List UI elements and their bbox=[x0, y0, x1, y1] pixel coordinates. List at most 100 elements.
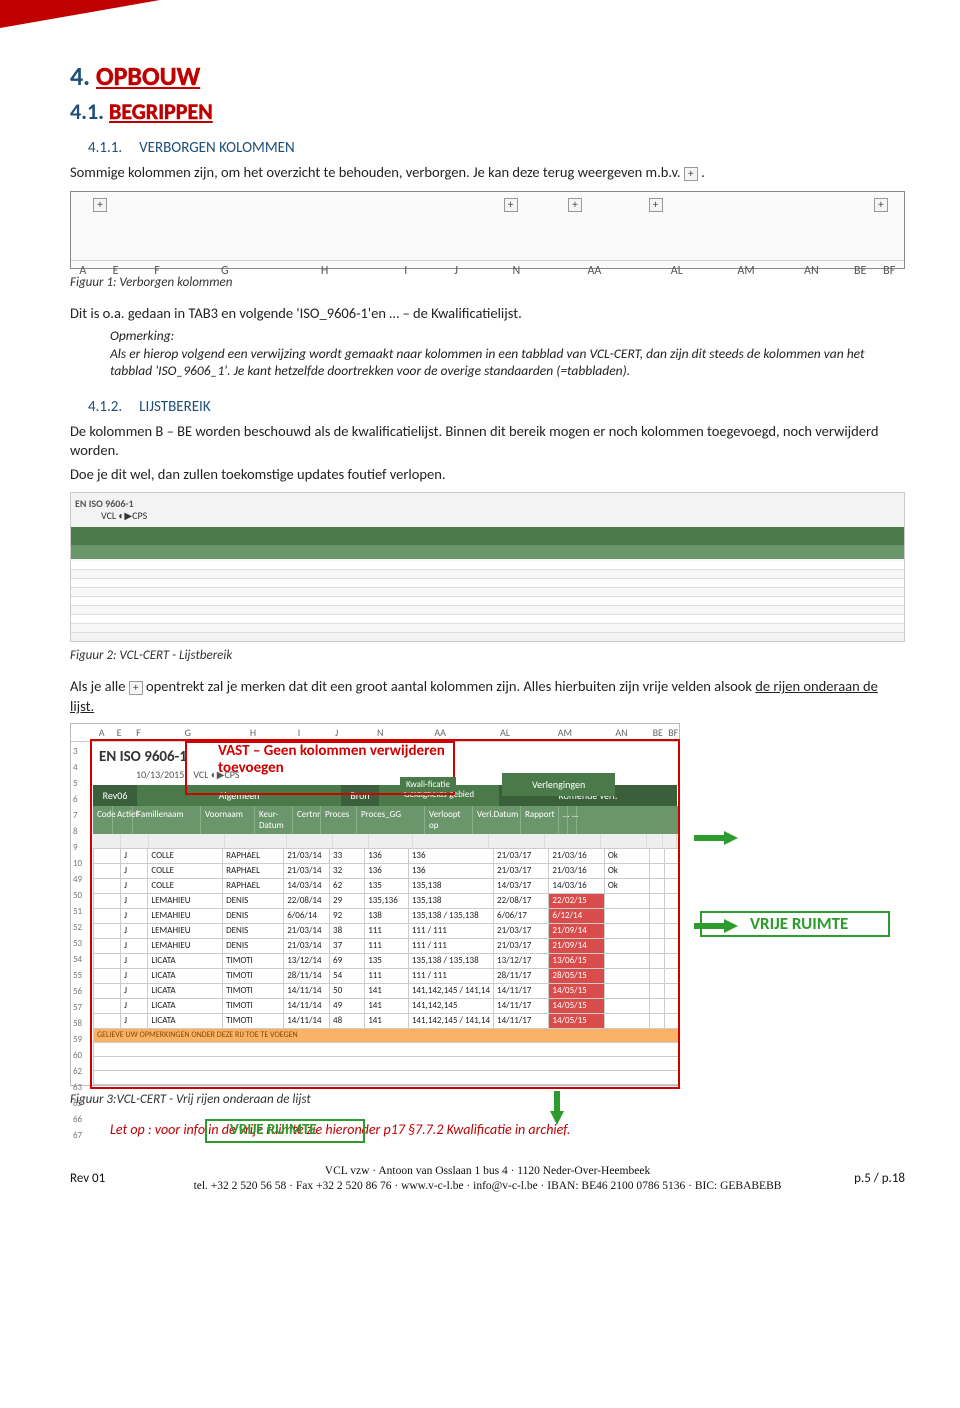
table-cell: J bbox=[121, 1013, 148, 1028]
table-cell: LICATA bbox=[148, 968, 223, 983]
page-content: 4. OPBOUW 4.1. BEGRIPPEN 4.1.1. VERBORGE… bbox=[0, 0, 960, 1215]
table-cell: DENIS bbox=[223, 908, 284, 923]
table-cell: 136 bbox=[408, 863, 493, 878]
overlay-vrije-bottom-label: VRIJE RUIMTE bbox=[230, 1121, 317, 1139]
note-text: Als er hierop volgend een verwijzing wor… bbox=[110, 345, 905, 380]
table-cell bbox=[604, 908, 649, 923]
sheet-col-letter: E bbox=[110, 726, 127, 739]
table-cell bbox=[665, 848, 679, 863]
table-cell: 21/03/17 bbox=[494, 923, 549, 938]
table-cell bbox=[94, 938, 121, 953]
table-cell bbox=[94, 983, 121, 998]
table-cell: 111 bbox=[365, 968, 409, 983]
table-cell: LICATA bbox=[148, 983, 223, 998]
table-cell: 111 bbox=[365, 923, 409, 938]
table-cell bbox=[665, 893, 679, 908]
sheet-row-num: 9 bbox=[73, 840, 82, 856]
heading-1: 4. OPBOUW bbox=[70, 60, 905, 92]
table-cell: 135,136 bbox=[365, 893, 409, 908]
table-cell bbox=[665, 953, 679, 968]
table-cell: 28/11/17 bbox=[494, 968, 549, 983]
h2-number: 4.1. bbox=[70, 98, 104, 125]
table-cell: 14/05/15 bbox=[549, 1013, 604, 1028]
table-cell: RAPHAEL bbox=[223, 848, 284, 863]
table-cell bbox=[94, 908, 121, 923]
table-cell: Ok bbox=[604, 848, 649, 863]
filter-cell bbox=[545, 834, 601, 848]
sheet-row-num: 52 bbox=[73, 920, 82, 936]
sheet-col-letter: N bbox=[355, 726, 405, 739]
fig2-green-band-1 bbox=[71, 527, 904, 545]
table-cell: 14/11/17 bbox=[494, 1013, 549, 1028]
h2-title: BEGRIPPEN bbox=[109, 98, 213, 125]
sheet-col-letter: F bbox=[128, 726, 149, 739]
table-cell: 38 bbox=[330, 923, 365, 938]
footer-page: p.5 / p.18 bbox=[854, 1170, 905, 1188]
table-header-cell: Proces_GG bbox=[357, 806, 425, 834]
table-header-cell: Verloopt op bbox=[425, 806, 473, 834]
table-cell: LEMAHIEU bbox=[148, 908, 223, 923]
table-cell: 6/06/17 bbox=[494, 908, 549, 923]
col-letter: H bbox=[321, 264, 328, 278]
table-cell: 136 bbox=[365, 848, 409, 863]
fig1-col-row: AEFGHIJNAAALAMANBEBF bbox=[71, 260, 904, 264]
table-cell bbox=[94, 998, 121, 1013]
table-cell: 21/09/14 bbox=[549, 923, 604, 938]
table-cell: 136 bbox=[408, 848, 493, 863]
table-cell: 21/03/14 bbox=[284, 923, 330, 938]
plus-icon: + bbox=[504, 198, 518, 212]
table-cell: J bbox=[121, 893, 148, 908]
sheet-row-num: 3 bbox=[73, 744, 82, 760]
table-cell: 21/03/17 bbox=[494, 938, 549, 953]
table-cell: LEMAHIEU bbox=[148, 923, 223, 938]
table-cell: 21/03/14 bbox=[284, 848, 330, 863]
table-cell: 92 bbox=[330, 908, 365, 923]
table-cell: LICATA bbox=[148, 1013, 223, 1028]
filter-cell bbox=[149, 834, 225, 848]
col-letter: BF bbox=[883, 264, 895, 278]
footer-line-1: VCL vzw · Antoon van Osslaan 1 bus 4 · 1… bbox=[70, 1164, 905, 1180]
h3a-title: VERBORGEN KOLOMMEN bbox=[139, 139, 295, 157]
table-cell: 141 bbox=[365, 1013, 409, 1028]
table-row: JLEMAHIEUDENIS21/03/1438111111 / 11121/0… bbox=[94, 923, 679, 938]
col-letter: BE bbox=[854, 264, 866, 278]
sheet-col-letter: BF bbox=[667, 726, 679, 739]
table-cell: 14/03/16 bbox=[549, 878, 604, 893]
table-cell: J bbox=[121, 878, 148, 893]
note-label: Opmerking: bbox=[110, 327, 905, 345]
inline-plus-icon-2: + bbox=[129, 681, 143, 695]
table-cell: 141,142,145 / 141,14 bbox=[408, 983, 493, 998]
plus-icon: + bbox=[874, 198, 888, 212]
table-cell: DENIS bbox=[223, 893, 284, 908]
fig3-left-rows: 3456789104950515253545556575859606263656… bbox=[73, 744, 82, 1144]
table-cell: 141 bbox=[365, 998, 409, 1013]
fig3-kwali-label: Kwali-ficatie bbox=[400, 777, 456, 792]
table-header-cell: Familienaam bbox=[133, 806, 201, 834]
sheet-row-num: 57 bbox=[73, 1000, 82, 1016]
table-row: JLICATATIMOTI28/11/1454111111 / 11128/11… bbox=[94, 968, 679, 983]
table-header-cell: Rapport bbox=[521, 806, 559, 834]
sheet-row-num: 63 bbox=[73, 1080, 82, 1096]
table-cell: RAPHAEL bbox=[223, 863, 284, 878]
table-cell: 13/12/17 bbox=[494, 953, 549, 968]
table-cell bbox=[649, 848, 665, 863]
filter-cell bbox=[601, 834, 647, 848]
table-cell: LICATA bbox=[148, 998, 223, 1013]
page-footer: Rev 01 VCL vzw · Antoon van Osslaan 1 bu… bbox=[70, 1164, 905, 1195]
overlay-arrow-right-2 bbox=[724, 919, 738, 933]
table-cell bbox=[604, 983, 649, 998]
table-cell: 62 bbox=[330, 878, 365, 893]
filter-cell bbox=[121, 834, 149, 848]
col-letter: J bbox=[454, 264, 458, 278]
sheet-col-letter: A bbox=[93, 726, 110, 739]
sheet-row-num: 51 bbox=[73, 904, 82, 920]
table-cell: TIMOTI bbox=[223, 998, 284, 1013]
table-cell: 111 / 111 bbox=[408, 968, 493, 983]
table-row-empty bbox=[94, 1056, 679, 1070]
table-cell bbox=[94, 1013, 121, 1028]
table-cell: DENIS bbox=[223, 938, 284, 953]
overlay-arrow-down bbox=[550, 1111, 564, 1125]
table-cell: 14/11/14 bbox=[284, 1013, 330, 1028]
table-cell bbox=[665, 878, 679, 893]
table-header-cell: Keur-Datum bbox=[255, 806, 293, 834]
